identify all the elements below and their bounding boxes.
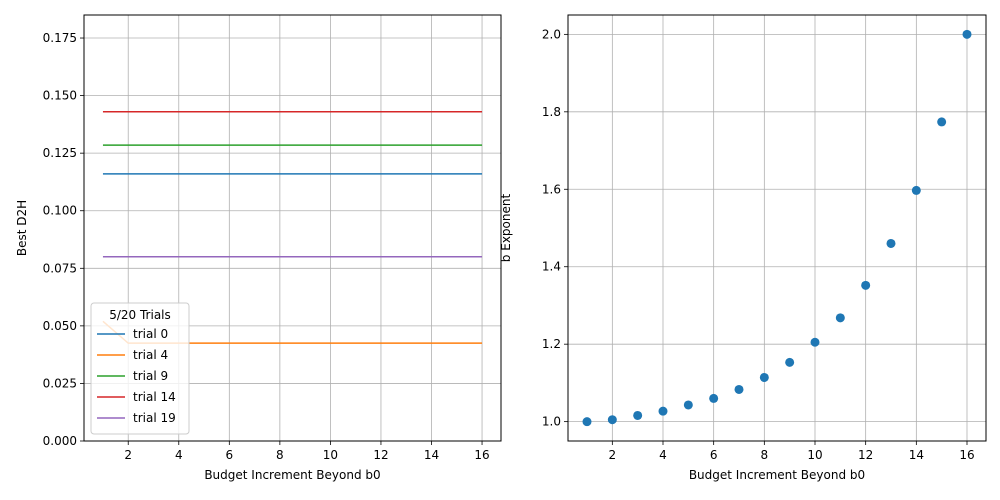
scatter-point [861, 280, 871, 290]
x-tick-label: 14 [909, 448, 924, 462]
scatter-point [658, 406, 668, 416]
y-tick-label: 1.2 [542, 337, 561, 351]
y-tick-label: 1.4 [542, 260, 561, 274]
x-tick-label: 16 [959, 448, 974, 462]
scatter-point [810, 337, 820, 347]
left-y-axis-label: Best D2H [15, 200, 29, 256]
legend-label: trial 4 [133, 348, 168, 362]
left-series-lines [102, 110, 483, 344]
right-grid [568, 15, 986, 441]
legend-label: trial 0 [133, 327, 168, 341]
scatter-point [633, 410, 643, 420]
scatter-point [607, 415, 617, 425]
left-y-ticks: 0.000 0.025 0.050 0.075 0.100 0.125 0.150 0.175 [43, 31, 84, 448]
legend: 5/20 Trials trial 0 trial 4 trial 9 trial 1… [90, 302, 190, 435]
x-tick-label: 6 [225, 448, 233, 462]
y-tick-label: 0.075 [43, 261, 77, 275]
scatter-point [911, 185, 921, 195]
y-tick-label: 1.0 [542, 415, 561, 429]
y-tick-label: 1.8 [542, 105, 561, 119]
x-tick-label: 2 [124, 448, 132, 462]
left-axes-frame [83, 14, 502, 442]
scatter-point [734, 384, 744, 394]
y-tick-label: 0.150 [43, 89, 77, 103]
x-tick-label: 10 [807, 448, 822, 462]
x-tick-label: 4 [659, 448, 667, 462]
right-x-ticks: 2 4 6 8 10 12 14 16 [609, 441, 975, 462]
scatter-point [759, 372, 769, 382]
x-tick-label: 12 [373, 448, 388, 462]
left-x-axis-label: Budget Increment Beyond b0 [204, 468, 380, 482]
x-tick-label: 4 [175, 448, 183, 462]
x-tick-label: 14 [424, 448, 439, 462]
legend-box [90, 302, 190, 435]
y-tick-label: 1.6 [542, 182, 561, 196]
y-tick-label: 0.025 [43, 376, 77, 390]
y-tick-label: 0.000 [43, 434, 77, 448]
legend-label: trial 14 [133, 390, 176, 404]
right-x-axis-label: Budget Increment Beyond b0 [689, 468, 865, 482]
y-tick-label: 0.175 [43, 31, 77, 45]
scatter-point [962, 29, 972, 39]
right-axes-frame [567, 14, 987, 442]
right-y-axis-label: b Exponent [499, 194, 513, 263]
scatter-point [582, 417, 592, 427]
scatter-point [683, 400, 693, 410]
legend-label: trial 9 [133, 369, 168, 383]
y-tick-label: 0.100 [43, 204, 77, 218]
scatter-point [886, 238, 896, 248]
scatter-point [937, 117, 947, 127]
legend-items: trial 0 trial 4 trial 9 trial 14 trial 19 [97, 327, 176, 425]
right-y-ticks: 1.0 1.2 1.4 1.6 1.8 2.0 [542, 27, 568, 429]
x-tick-label: 6 [710, 448, 718, 462]
scatter-point [785, 357, 795, 367]
y-tick-label: 0.050 [43, 319, 77, 333]
legend-title: 5/20 Trials [109, 308, 171, 322]
x-tick-label: 8 [761, 448, 769, 462]
left-chart-panel: 2 4 6 8 10 12 14 16 0.0000.0250.0500.0750.1000.… [15, 14, 502, 482]
x-tick-label: 12 [858, 448, 873, 462]
x-tick-label: 2 [609, 448, 617, 462]
scatter-point [835, 313, 845, 323]
left-x-ticks: 2 4 6 8 10 12 14 16 [124, 441, 490, 462]
x-tick-label: 16 [474, 448, 489, 462]
x-tick-label: 8 [276, 448, 284, 462]
legend-label: trial 19 [133, 411, 176, 425]
right-scatter-points [582, 29, 972, 427]
scatter-point [709, 393, 719, 403]
right-chart-panel: 2 4 6 8 10 12 14 16 1.0 1.2 1.4 1.6 1.8 2.0 Budget I… [499, 14, 987, 482]
x-tick-label: 10 [323, 448, 338, 462]
y-tick-label: 2.0 [542, 27, 561, 41]
y-tick-label: 0.125 [43, 146, 77, 160]
